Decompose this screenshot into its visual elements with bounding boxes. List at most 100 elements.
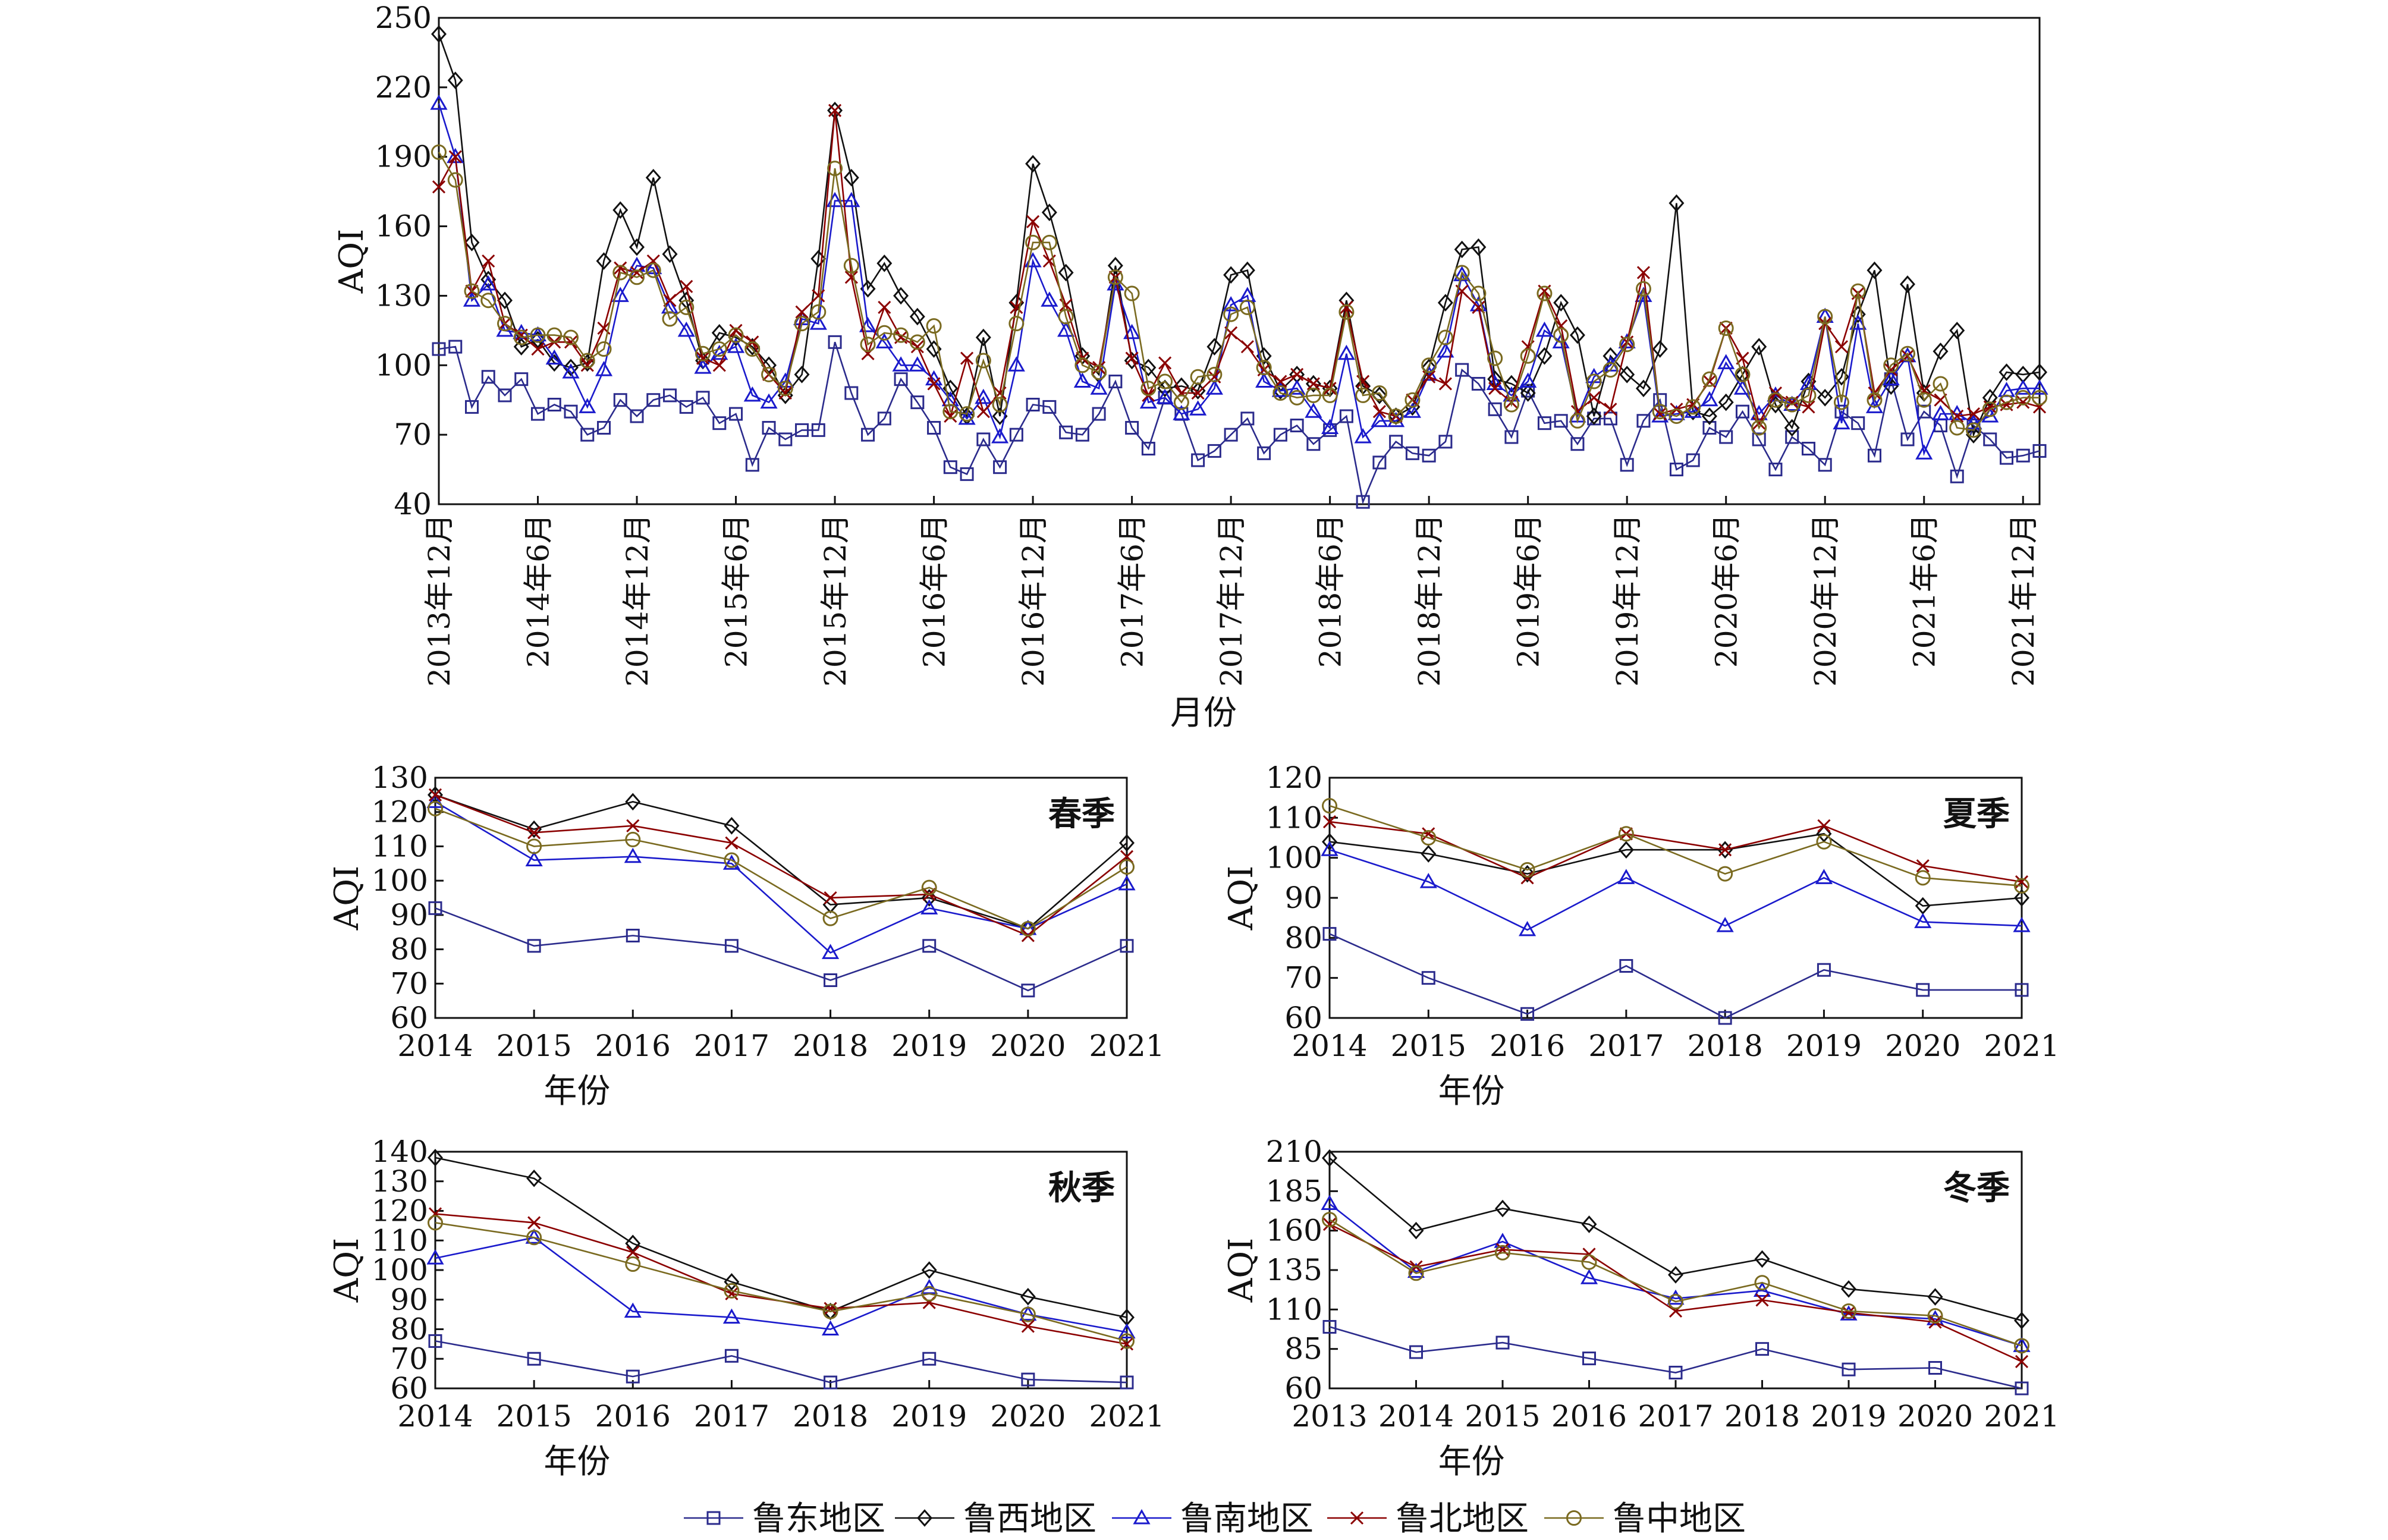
- data-point-west: [1041, 203, 1057, 221]
- data-point-central: [1020, 1306, 1036, 1322]
- data-point-north: [1802, 400, 1815, 414]
- season-title: 夏季: [1943, 794, 2010, 834]
- data-point-east: [498, 388, 512, 403]
- data-point-east: [824, 1375, 838, 1390]
- data-point-central: [876, 325, 893, 341]
- data-point-east: [1842, 1362, 1856, 1376]
- data-point-east: [580, 428, 595, 442]
- x-tick-label: 2021年6月: [1908, 514, 1942, 668]
- data-point-central: [1091, 364, 1107, 380]
- data-point-central: [1190, 369, 1206, 385]
- series-line-central: [438, 152, 2040, 431]
- data-point-south: [892, 356, 910, 372]
- data-point-central: [959, 406, 975, 422]
- x-tick-label: 2019: [891, 1399, 967, 1434]
- plot-frame: [1328, 777, 2023, 1019]
- data-point-east: [922, 939, 937, 953]
- data-point-central: [1289, 389, 1305, 406]
- data-point-west: [2014, 1312, 2029, 1330]
- data-point-south: [909, 356, 926, 372]
- data-point-east: [1554, 414, 1568, 428]
- data-point-central: [1272, 385, 1289, 401]
- data-point-east: [1768, 463, 1783, 477]
- data-point-west: [1841, 1280, 1856, 1298]
- data-point-central: [1652, 404, 1668, 420]
- data-point-north: [824, 1302, 837, 1315]
- data-point-south: [743, 386, 761, 402]
- data-point-south: [1684, 403, 1702, 418]
- data-point-east: [1405, 446, 1419, 460]
- data-point-west: [1927, 1288, 1943, 1306]
- data-point-north: [1636, 266, 1651, 279]
- series-north: [1322, 1217, 2029, 1368]
- y-tick-label: 110: [1266, 800, 1322, 835]
- series-line-west: [438, 33, 2040, 438]
- legend-marker-south: [1133, 1508, 1151, 1525]
- x-tick-label: 2021: [1089, 1029, 1164, 1063]
- data-point-west: [625, 1234, 641, 1252]
- y-tick-label: 210: [1266, 1134, 1322, 1169]
- x-tick-label: 2021: [1089, 1399, 1164, 1434]
- data-point-north: [725, 836, 739, 850]
- data-point-east: [729, 407, 743, 421]
- data-point-north: [482, 254, 495, 268]
- data-point-west: [1519, 865, 1535, 883]
- data-point-south: [545, 349, 563, 365]
- data-point-east: [1372, 455, 1387, 470]
- data-point-east: [1817, 963, 1831, 977]
- y-tick-label: 130: [372, 1164, 428, 1199]
- data-point-central: [827, 161, 843, 177]
- series-east: [432, 335, 2047, 509]
- x-tick-label: 2014年12月: [620, 514, 655, 687]
- data-point-east: [1273, 428, 1287, 442]
- data-point-west: [1437, 294, 1453, 312]
- data-point-west: [563, 359, 579, 376]
- data-point-south: [1816, 307, 1834, 323]
- data-point-east: [745, 458, 759, 472]
- data-point-east: [1026, 398, 1040, 412]
- data-point-central: [1421, 830, 1437, 846]
- x-tick-label: 2015年6月: [719, 514, 754, 668]
- data-point-west: [2014, 889, 2029, 907]
- y-tick-label: 70: [394, 417, 432, 452]
- legend-item-central: 鲁中地区: [1544, 1500, 1746, 1538]
- data-point-south: [1139, 393, 1157, 409]
- data-point-south: [920, 899, 938, 914]
- data-point-central: [822, 1303, 838, 1319]
- series-line-west: [1329, 832, 2022, 907]
- data-point-south: [875, 333, 893, 348]
- x-tick-label: 2017: [694, 1029, 769, 1063]
- data-point-east: [861, 428, 875, 442]
- x-axis-label: 年份: [543, 1442, 610, 1481]
- data-point-west: [431, 25, 447, 43]
- data-point-central: [1140, 381, 1157, 397]
- data-point-central: [810, 304, 827, 320]
- y-tick-label: 70: [390, 1341, 428, 1376]
- data-point-south: [1535, 321, 1554, 337]
- x-tick-label: 2019: [1786, 1029, 1862, 1063]
- data-point-west: [909, 307, 925, 326]
- data-point-south: [624, 847, 642, 863]
- data-point-east: [1108, 375, 1123, 389]
- series-line-east: [435, 907, 1127, 992]
- x-tick-label: 2017年6月: [1116, 514, 1150, 668]
- data-point-east: [762, 420, 776, 435]
- data-point-north: [1966, 407, 1981, 421]
- legend-marker-central: [1566, 1510, 1582, 1526]
- data-point-east: [1191, 453, 1205, 467]
- data-point-south: [1305, 403, 1322, 418]
- data-point-central: [1701, 371, 1717, 387]
- data-point-west: [1553, 294, 1569, 312]
- data-point-north: [527, 1216, 541, 1230]
- data-point-west: [1652, 340, 1668, 358]
- y-tick-label: 100: [372, 1253, 428, 1287]
- x-tick-label: 2020: [1885, 1029, 1960, 1063]
- data-point-east: [1075, 428, 1089, 442]
- data-point-east: [1471, 376, 1485, 391]
- plot-frame: [438, 17, 2041, 505]
- data-point-central: [678, 299, 695, 315]
- data-point-central: [447, 172, 463, 188]
- data-point-south: [1518, 920, 1537, 936]
- x-tick-label: 2020: [990, 1029, 1066, 1063]
- data-point-south: [1321, 1195, 1338, 1211]
